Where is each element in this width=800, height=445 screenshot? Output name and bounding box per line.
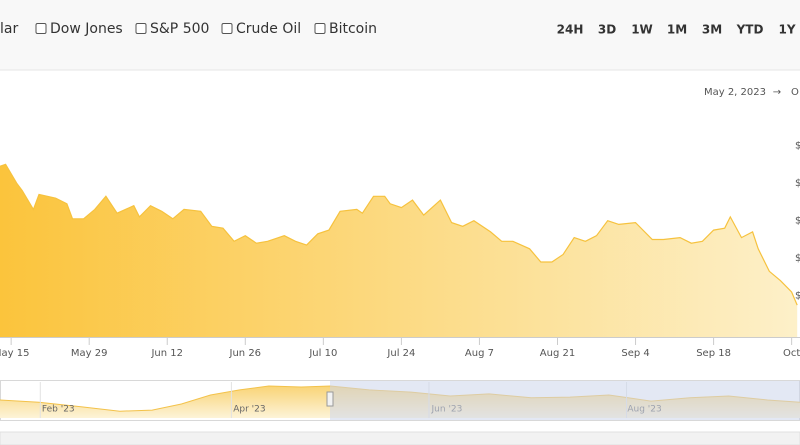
x-tick-label: Feb '23	[42, 405, 75, 415]
y-tick-label: $	[795, 253, 800, 264]
x-tick-label: Sep 4	[621, 348, 649, 359]
area-fill	[0, 164, 798, 337]
x-tick-label: Aug 21	[540, 348, 575, 359]
range-button[interactable]: 3M	[702, 23, 722, 37]
range-button[interactable]: 1M	[667, 23, 687, 37]
compare-label[interactable]: Dow Jones	[50, 21, 123, 37]
x-tick-label: Oct	[783, 348, 800, 359]
y-tick-label: $	[795, 178, 800, 189]
x-tick-label: Aug 7	[465, 348, 494, 359]
x-tick-label: Jul 24	[386, 348, 415, 359]
compare-label[interactable]: S&P 500	[150, 21, 209, 37]
area-line	[0, 163, 798, 306]
x-tick-label: Jun 26	[229, 348, 262, 359]
range-button[interactable]: 3D	[598, 23, 616, 37]
x-tick-label: Jun 12	[150, 348, 183, 359]
date-from: May 2, 2023	[704, 87, 766, 98]
range-button[interactable]: 24H	[557, 23, 584, 37]
x-tick-label: May 15	[0, 348, 29, 359]
range-button[interactable]: 1W	[631, 23, 653, 37]
x-tick-label: May 29	[71, 348, 108, 359]
y-tick-label: $	[795, 141, 800, 152]
date-separator: →	[773, 87, 781, 98]
compare-label[interactable]: Crude Oil	[236, 21, 301, 37]
date-to: O	[791, 87, 799, 98]
y-tick-label: $	[795, 216, 800, 227]
range-button[interactable]: YTD	[736, 23, 764, 37]
toolbar-items: lar Dow Jones S&P 500 Crude Oil Bitcoin 24H 3D…	[0, 21, 796, 37]
y-tick-label: $	[795, 291, 800, 302]
range-button[interactable]: 1Y	[778, 23, 795, 37]
x-tick-label: Sep 18	[696, 348, 731, 359]
scrollbar[interactable]	[0, 431, 800, 445]
toolbar	[0, 0, 800, 70]
navigator-window[interactable]	[330, 381, 800, 420]
checkbox[interactable]	[314, 23, 326, 34]
checkbox[interactable]	[221, 23, 233, 34]
x-tick-label: Jul 10	[308, 348, 337, 359]
main-plot: May 15 May 29 Jun 12 Jun 26 Jul 10 Jul 24 Aug …	[0, 141, 800, 359]
checkbox[interactable]	[35, 23, 47, 34]
checkbox[interactable]	[135, 23, 147, 34]
compare-label[interactable]: Bitcoin	[329, 21, 377, 37]
navigator-handle[interactable]	[326, 391, 334, 407]
x-tick-label: Apr '23	[233, 405, 265, 415]
compare-label[interactable]: lar	[0, 21, 18, 37]
